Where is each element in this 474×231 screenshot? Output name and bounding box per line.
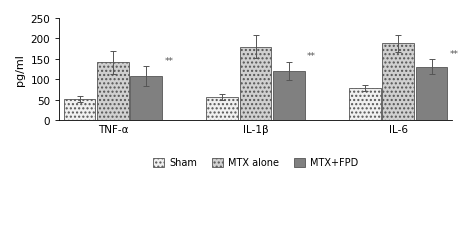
- Bar: [130, 77, 162, 121]
- Text: **: **: [164, 56, 173, 65]
- Bar: [240, 47, 272, 121]
- Text: **: **: [450, 50, 459, 59]
- Bar: [64, 100, 95, 121]
- Bar: [416, 67, 447, 121]
- Text: **: **: [307, 52, 316, 61]
- Legend: Sham, MTX alone, MTX+FPD: Sham, MTX alone, MTX+FPD: [149, 154, 363, 172]
- Bar: [97, 63, 128, 121]
- Bar: [207, 97, 238, 121]
- Bar: [349, 89, 381, 121]
- Bar: [383, 44, 414, 121]
- Y-axis label: pg/ml: pg/ml: [15, 54, 25, 86]
- Bar: [273, 71, 305, 121]
